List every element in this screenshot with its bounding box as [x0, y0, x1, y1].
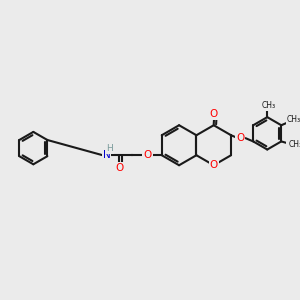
Text: O: O — [143, 150, 152, 160]
Text: O: O — [210, 109, 218, 119]
Text: O: O — [236, 133, 244, 143]
Text: H: H — [106, 144, 113, 153]
Text: CH₃: CH₃ — [289, 140, 300, 149]
Text: O: O — [210, 160, 218, 170]
Text: O: O — [116, 163, 124, 172]
Text: CH₃: CH₃ — [286, 115, 300, 124]
Text: N: N — [103, 150, 110, 160]
Text: CH₃: CH₃ — [262, 101, 276, 110]
